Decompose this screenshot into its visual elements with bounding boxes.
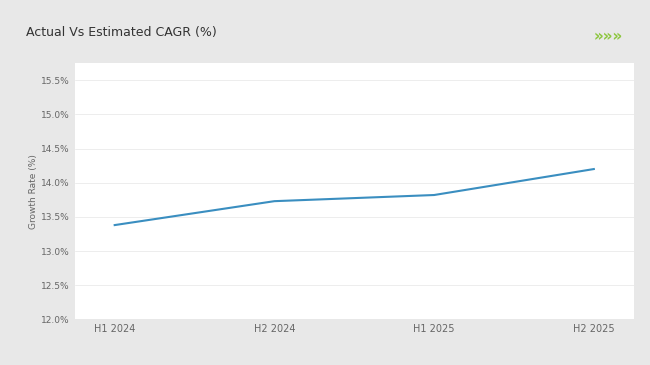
Y-axis label: Growth Rate (%): Growth Rate (%) [29,154,38,229]
Text: »»»: »»» [594,29,623,44]
Text: Actual Vs Estimated CAGR (%): Actual Vs Estimated CAGR (%) [25,26,216,39]
